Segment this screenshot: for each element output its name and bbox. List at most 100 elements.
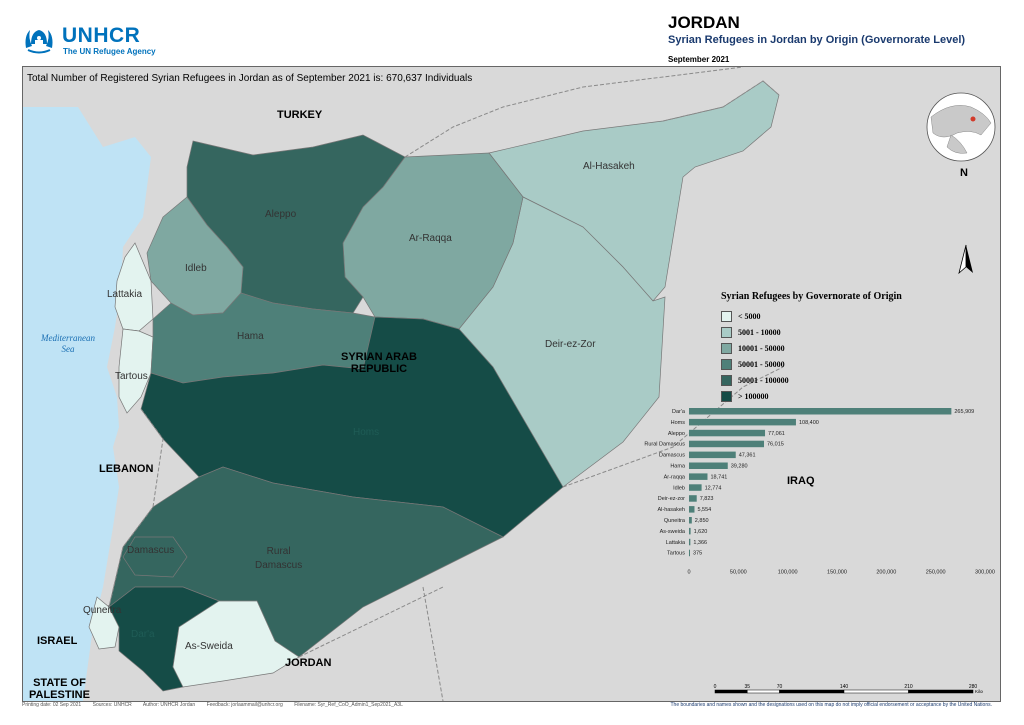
footer: Printing date: 02 Sep 2021 Sources: UNHC… xyxy=(22,702,1002,716)
label-israel: ISRAEL xyxy=(37,635,78,647)
footer-author: Author: UNHCR Jordan xyxy=(142,702,196,708)
scale-tick-label: 70 xyxy=(777,684,783,690)
label-jordan: JORDAN xyxy=(285,657,332,669)
footer-feedback: Feedback: jorlaammail@unhcr.org xyxy=(206,702,283,708)
scale-tick-label: 0 xyxy=(714,684,717,690)
x-tick-label: 100,000 xyxy=(778,570,798,576)
border-line-turkey xyxy=(404,67,744,158)
legend-label: 10001 - 50000 xyxy=(738,343,785,353)
bar-category-label: Ar-raqqa xyxy=(664,474,686,480)
legend-label: 50001 - 100000 xyxy=(738,375,789,385)
bar xyxy=(689,408,952,415)
governorate-as-sweida xyxy=(172,600,300,688)
x-tick-label: 250,000 xyxy=(926,570,946,576)
gov-label-dara: Dar'a xyxy=(131,629,155,640)
bar-category-label: Quneitra xyxy=(664,518,686,524)
scale-tick-label: 210 xyxy=(904,684,913,690)
footer-printing-date: Printing date: 02 Sep 2021 xyxy=(22,702,82,708)
map-date: September 2021 xyxy=(668,55,730,64)
bar-value-label: 375 xyxy=(693,551,702,557)
bar-value-label: 47,361 xyxy=(739,453,756,459)
x-tick-label: 0 xyxy=(687,570,690,576)
bar-category-label: Tartous xyxy=(667,551,685,557)
label-syria: SYRIAN ARAB REPUBLIC xyxy=(341,351,417,375)
map-frame: Total Number of Registered Syrian Refuge… xyxy=(22,66,1001,702)
governorate-damascus xyxy=(122,536,188,578)
scale-segment xyxy=(747,689,780,694)
bar xyxy=(689,418,796,426)
footer-disclaimer: The boundaries and names shown and the d… xyxy=(670,702,993,708)
gov-label-homs: Homs xyxy=(353,427,380,438)
scale-unit-label: Kilometers xyxy=(975,689,983,694)
map-svg xyxy=(23,67,1000,701)
scale-tick-label: 140 xyxy=(840,684,849,690)
bar-value-label: 12,774 xyxy=(705,485,722,491)
bar xyxy=(689,484,702,491)
page-title: JORDAN xyxy=(668,13,740,32)
bar-chart: Dar'a 265,909 Homs 108,400 Aleppo 77,061 Rural… xyxy=(644,408,995,576)
legend-title: Syrian Refugees by Governorate of Origin xyxy=(721,291,902,302)
gov-label-aleppo: Aleppo xyxy=(265,209,297,220)
globe-inset xyxy=(926,92,996,162)
legend-item: 10001 - 50000 xyxy=(721,340,981,356)
gov-label-deir-ez-zor: Deir-ez-Zor xyxy=(545,339,596,350)
bar xyxy=(689,517,692,524)
legend-label: 5001 - 10000 xyxy=(738,327,781,337)
north-label: N xyxy=(960,167,968,179)
legend-item: 50001 - 100000 xyxy=(721,372,981,388)
legend-swatch xyxy=(721,358,732,370)
org-name: UNHCR xyxy=(62,24,141,47)
bar-value-label: 2,850 xyxy=(695,518,709,524)
x-tick-label: 150,000 xyxy=(827,570,847,576)
legend-item: 50001 - 50000 xyxy=(721,356,981,372)
bar-value-label: 265,909 xyxy=(954,409,974,415)
bar xyxy=(689,549,690,557)
bar-category-label: Homs xyxy=(671,420,686,426)
x-tick-label: 50,000 xyxy=(730,570,747,576)
bar xyxy=(689,429,766,437)
legend-item: < 5000 xyxy=(721,308,981,324)
x-tick-label: 200,000 xyxy=(876,570,896,576)
legend-swatch xyxy=(721,342,732,354)
north-arrow-icon xyxy=(958,244,973,275)
org-subtitle: The UN Refugee Agency xyxy=(63,47,156,56)
bar-category-label: Dar'a xyxy=(672,409,686,415)
bar-value-label: 39,280 xyxy=(731,464,748,470)
bar xyxy=(689,506,695,513)
scale-tick-label: 35 xyxy=(744,684,750,690)
gov-label-damascus: Damascus xyxy=(127,545,175,556)
gov-label-idleb: Idleb xyxy=(185,263,207,274)
footer-sources: Sources: UNHCR xyxy=(92,702,132,708)
border-line-jordan xyxy=(298,586,444,701)
header: UNHCR The UN Refugee Agency JORDAN Syria… xyxy=(0,0,1024,66)
legend-label: < 5000 xyxy=(738,311,761,321)
gov-label-hama: Hama xyxy=(237,331,264,342)
gov-label-ar-raqqa: Ar-Raqqa xyxy=(409,233,452,244)
bar xyxy=(689,538,691,546)
legend-swatch xyxy=(721,374,732,386)
gov-label-lattakia: Lattakia xyxy=(107,289,143,300)
label-palestine: STATE OF PALESTINE xyxy=(29,677,90,701)
bar xyxy=(689,440,765,448)
border-line-iraq xyxy=(562,80,784,488)
bar-category-label: As-sweida xyxy=(660,529,686,535)
footer-filename: Filename: Syr_Ref_CoO_Admin1_Sep2021_A3L xyxy=(294,702,403,708)
legend-label: > 100000 xyxy=(738,391,769,401)
bar-category-label: Damascus xyxy=(659,453,685,459)
label-turkey: TURKEY xyxy=(277,109,323,121)
x-tick-label: 300,000 xyxy=(975,570,995,576)
bar-category-label: Lattakia xyxy=(666,540,686,546)
legend-items: < 5000 5001 - 10000 10001 - 50000 50001 - 5… xyxy=(721,308,981,404)
bar xyxy=(689,495,697,502)
bar-value-label: 1,620 xyxy=(694,529,708,535)
gov-label-quneitra: Quneitra xyxy=(83,605,122,616)
legend: Syrian Refugees by Governorate of Origin… xyxy=(721,291,981,404)
scale-bar: 0 35 70 140 210 280Kilometers xyxy=(713,683,997,697)
label-mediterranean-sea: Mediterranean Sea xyxy=(41,333,95,354)
bar-value-label: 77,061 xyxy=(768,431,785,437)
legend-label: 50001 - 50000 xyxy=(738,359,785,369)
bar-value-label: 18,741 xyxy=(710,474,727,480)
scale-segment xyxy=(843,689,909,694)
bar-value-label: 1,366 xyxy=(693,540,707,546)
bar xyxy=(689,527,691,535)
